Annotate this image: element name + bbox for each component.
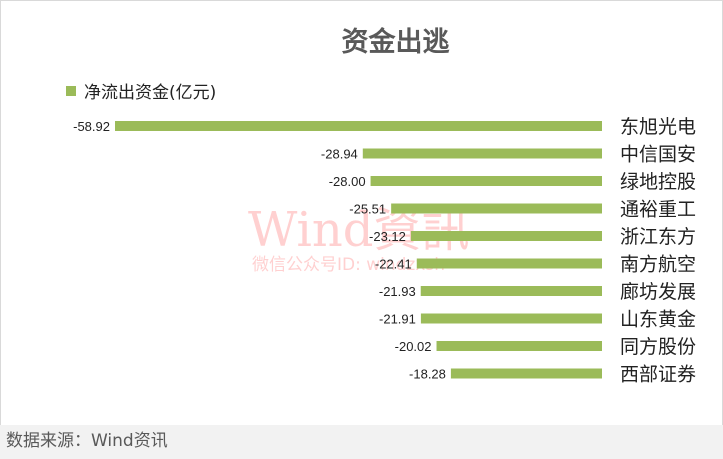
- bar-3: [391, 203, 602, 214]
- bar-8: [436, 341, 602, 351]
- legend-swatch: [66, 85, 76, 96]
- category-label-7: 山东黄金: [620, 309, 696, 331]
- category-label-4: 浙江东方: [620, 226, 696, 248]
- legend-label: 净流出资金(亿元): [84, 83, 217, 103]
- bar-plot: -58.92 东旭光电 -28.94 中信国安 -28.00 绿地控股 -25.51 通裕重工…: [73, 116, 696, 386]
- category-label-3: 通裕重工: [620, 199, 696, 221]
- data-label-6: -21.93: [379, 284, 416, 299]
- category-label-6: 廊坊发展: [620, 281, 696, 303]
- category-label-8: 同方股份: [620, 336, 696, 358]
- bar-5: [416, 258, 602, 269]
- bar-9: [450, 368, 602, 379]
- bar-7: [420, 313, 602, 324]
- source-footer: 数据来源：Wind资讯: [0, 425, 723, 459]
- category-label-2: 绿地控股: [620, 171, 696, 193]
- bar-6: [420, 286, 602, 296]
- chart-area: [0, 0, 723, 426]
- data-label-0: -58.92: [73, 119, 110, 134]
- legend: 净流出资金(亿元): [66, 78, 216, 103]
- bar-4: [410, 231, 602, 241]
- chart-title: 资金出逃: [341, 27, 450, 58]
- category-label-5: 南方航空: [620, 254, 696, 276]
- data-label-3: -25.51: [349, 202, 386, 217]
- bar-0: [115, 121, 602, 131]
- watermark-subtitle: 微信公众号ID: windzxsh: [252, 255, 446, 275]
- data-label-2: -28.00: [329, 174, 366, 189]
- category-label-0: 东旭光电: [620, 116, 696, 138]
- bar-2: [370, 176, 602, 186]
- data-label-7: -21.91: [379, 312, 416, 327]
- data-label-8: -20.02: [395, 339, 432, 354]
- data-label-5: -22.41: [375, 257, 412, 272]
- data-label-4: -23.12: [369, 229, 406, 244]
- category-label-1: 中信国安: [620, 144, 696, 166]
- bar-1: [362, 148, 602, 159]
- category-label-9: 西部证券: [620, 364, 696, 386]
- data-label-9: -18.28: [409, 367, 446, 382]
- data-label-1: -28.94: [321, 147, 358, 162]
